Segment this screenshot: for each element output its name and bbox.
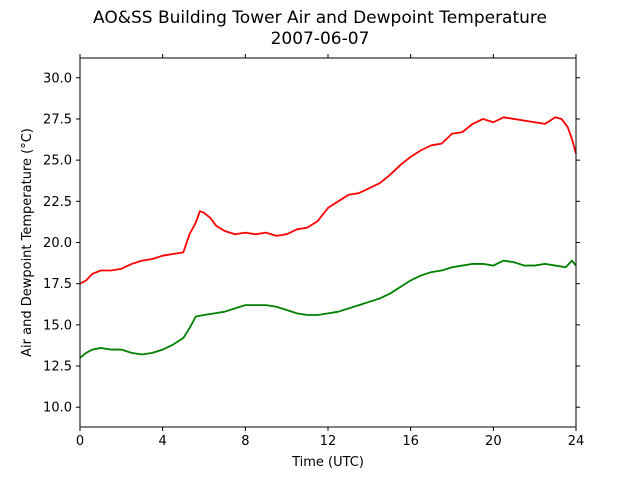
y-tick-label: 22.5 [43,195,72,210]
x-tick-label: 8 [241,434,249,449]
x-axis-label: Time (UTC) [291,455,364,470]
series-line-1 [79,259,577,359]
ticks-layer: 0 4 8 12 16 20 24 10.0 12.5 15.0 17.5 20.0 22.5 25.0 2… [43,54,584,449]
y-tick-label: 20.0 [43,236,72,251]
x-tick-label: 4 [159,434,167,449]
y-tick-label: 10.0 [43,401,72,416]
series-line-0 [79,116,577,285]
y-tick-label: 27.5 [43,112,72,127]
y-tick-label: 15.0 [43,318,72,333]
y-tick-label: 17.5 [43,277,72,292]
x-tick-label: 24 [568,434,585,449]
chart-subtitle: 2007-06-07 [270,29,370,49]
y-axis-label: Air and Dewpoint Temperature (°C) [20,128,35,357]
chart-title: AO&SS Building Tower Air and Dewpoint Te… [92,8,547,28]
x-tick-label: 20 [485,434,502,449]
x-tick-label: 16 [402,434,419,449]
y-tick-label: 30.0 [43,71,72,86]
x-tick-label: 12 [320,434,337,449]
y-tick-label: 12.5 [43,360,72,375]
y-tick-label: 25.0 [43,154,72,169]
series-layer [79,116,577,359]
plot-frame [79,57,577,428]
x-tick-label: 0 [76,434,84,449]
